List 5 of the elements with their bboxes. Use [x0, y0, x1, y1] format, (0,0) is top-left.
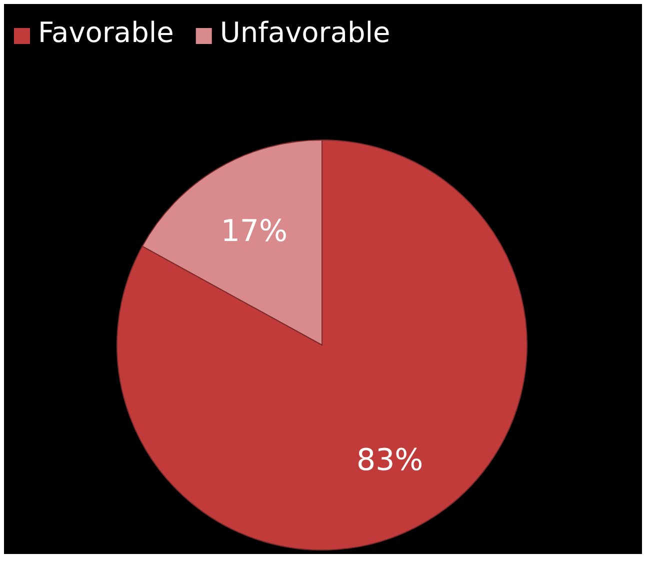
pie-slice — [116, 140, 528, 550]
data-label: 83% — [356, 443, 424, 478]
legend-label: Unfavorable — [220, 16, 390, 49]
data-label: 17% — [220, 214, 288, 249]
legend-label: Favorable — [38, 16, 174, 49]
